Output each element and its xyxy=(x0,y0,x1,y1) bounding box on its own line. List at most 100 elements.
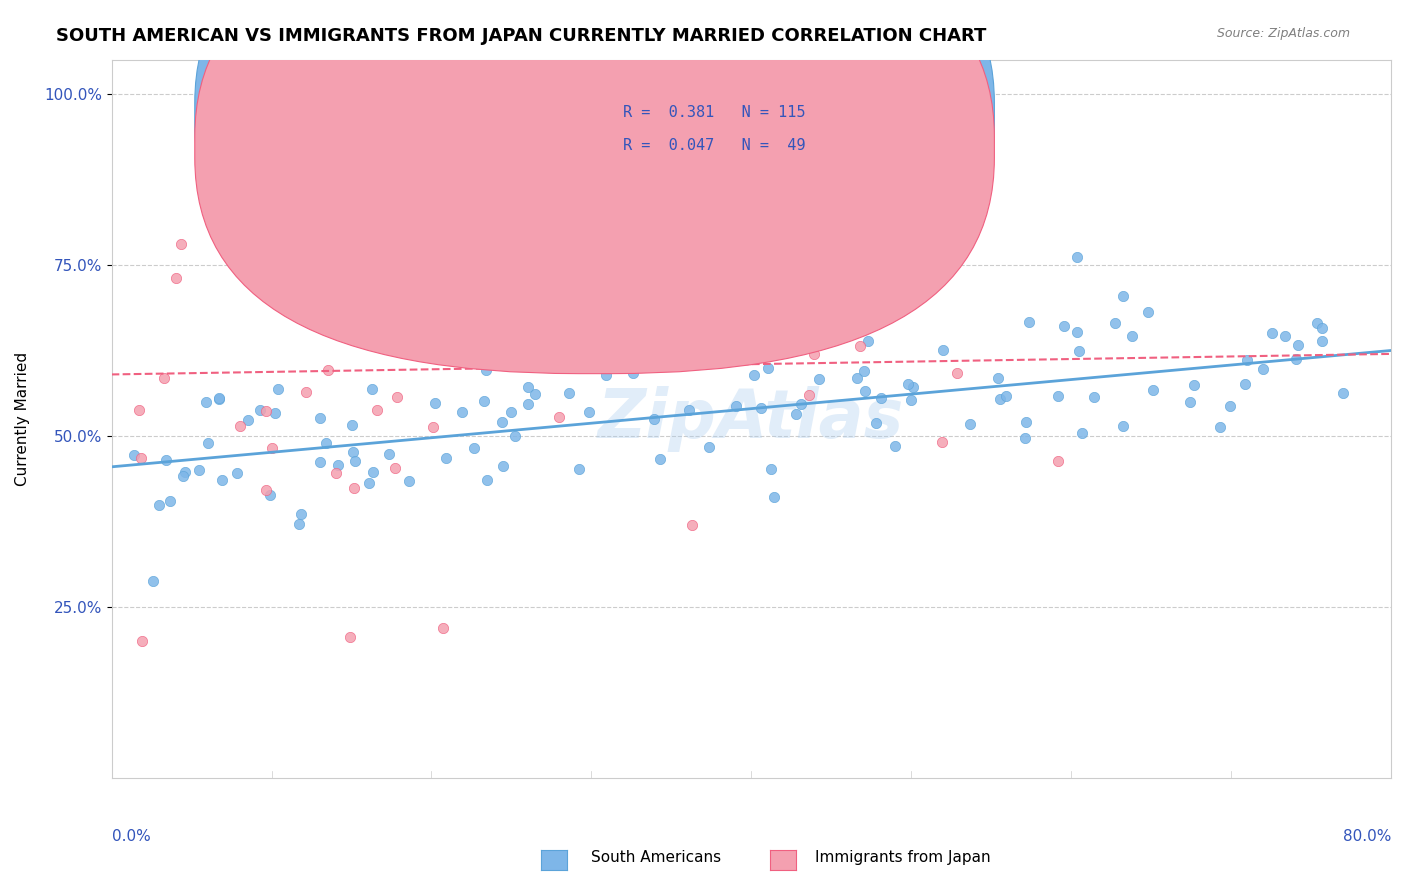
Point xyxy=(1018,315,1040,329)
Point xyxy=(856,334,879,349)
Point xyxy=(152,371,174,385)
Point xyxy=(1261,326,1284,341)
Point xyxy=(742,368,765,383)
Point xyxy=(401,292,423,306)
Point xyxy=(658,347,681,361)
Point xyxy=(797,388,820,402)
Point xyxy=(1274,329,1296,343)
Point xyxy=(1014,431,1036,445)
Point xyxy=(432,621,454,635)
Point xyxy=(1066,326,1088,340)
Point xyxy=(807,371,830,385)
Point xyxy=(295,385,318,400)
Point xyxy=(901,380,924,394)
Point xyxy=(1285,352,1308,367)
Text: 80.0%: 80.0% xyxy=(1343,829,1391,844)
Point xyxy=(194,394,217,409)
Point xyxy=(884,439,907,453)
Point xyxy=(155,453,177,467)
Point xyxy=(681,518,703,533)
Point xyxy=(1218,399,1240,413)
Point xyxy=(659,258,682,272)
Point xyxy=(449,347,471,361)
Point xyxy=(264,406,287,420)
Point xyxy=(501,347,523,361)
Point xyxy=(290,507,312,521)
Point xyxy=(529,355,551,369)
Point xyxy=(387,390,409,404)
Point xyxy=(423,396,446,410)
Point xyxy=(142,574,165,589)
Point xyxy=(211,473,233,487)
Point xyxy=(254,483,277,497)
Point xyxy=(1180,395,1202,409)
Point xyxy=(427,217,450,231)
Point xyxy=(165,271,187,285)
Point xyxy=(229,419,252,434)
Point xyxy=(378,447,401,461)
Point xyxy=(173,465,195,479)
Point xyxy=(1310,334,1333,349)
Point xyxy=(1104,316,1126,330)
Point xyxy=(1067,344,1090,359)
Point xyxy=(803,347,825,361)
Point xyxy=(988,392,1011,406)
Text: South Americans: South Americans xyxy=(591,850,721,865)
Point xyxy=(170,237,193,252)
Point xyxy=(1209,420,1232,434)
Point xyxy=(475,363,498,377)
Point xyxy=(188,463,211,477)
Point xyxy=(453,306,475,320)
Point xyxy=(900,393,922,408)
Point xyxy=(931,434,953,449)
Point xyxy=(724,399,747,413)
Point xyxy=(326,458,349,472)
Text: R =  0.381   N = 115: R = 0.381 N = 115 xyxy=(623,104,806,120)
Point xyxy=(423,292,446,306)
Text: 0.0%: 0.0% xyxy=(111,829,150,844)
Point xyxy=(427,326,450,341)
Point xyxy=(853,384,876,398)
Point xyxy=(858,301,880,315)
Point xyxy=(309,279,332,293)
Point xyxy=(1182,377,1205,392)
Point xyxy=(434,451,457,466)
Point xyxy=(1251,362,1274,376)
Point xyxy=(555,305,578,319)
Point xyxy=(315,436,337,450)
FancyBboxPatch shape xyxy=(195,0,994,374)
Point xyxy=(548,409,571,424)
Point xyxy=(124,448,146,462)
Text: ZipAtlas: ZipAtlas xyxy=(598,386,904,452)
Point xyxy=(339,630,361,644)
Point xyxy=(197,436,219,450)
Point xyxy=(343,481,366,495)
Point xyxy=(621,366,644,380)
Point xyxy=(852,364,875,378)
Point xyxy=(357,475,380,490)
Point xyxy=(208,391,231,405)
Point xyxy=(477,474,499,488)
Point xyxy=(225,466,247,480)
Point xyxy=(568,461,591,475)
Point xyxy=(159,493,181,508)
Point xyxy=(148,499,170,513)
Point xyxy=(1142,383,1164,397)
Point xyxy=(422,420,444,434)
Point xyxy=(325,467,347,481)
Point xyxy=(870,391,893,405)
Point xyxy=(503,428,526,442)
Point xyxy=(463,442,485,456)
Point xyxy=(474,394,496,409)
Point xyxy=(849,339,872,353)
Point xyxy=(208,392,231,407)
Text: SOUTH AMERICAN VS IMMIGRANTS FROM JAPAN CURRENTLY MARRIED CORRELATION CHART: SOUTH AMERICAN VS IMMIGRANTS FROM JAPAN … xyxy=(56,27,987,45)
Point xyxy=(621,321,644,335)
Point xyxy=(897,377,920,392)
Point xyxy=(865,416,887,430)
Point xyxy=(315,278,337,293)
Y-axis label: Currently Married: Currently Married xyxy=(15,351,30,486)
Point xyxy=(749,401,772,415)
Point xyxy=(1121,329,1143,343)
Point xyxy=(725,341,748,355)
